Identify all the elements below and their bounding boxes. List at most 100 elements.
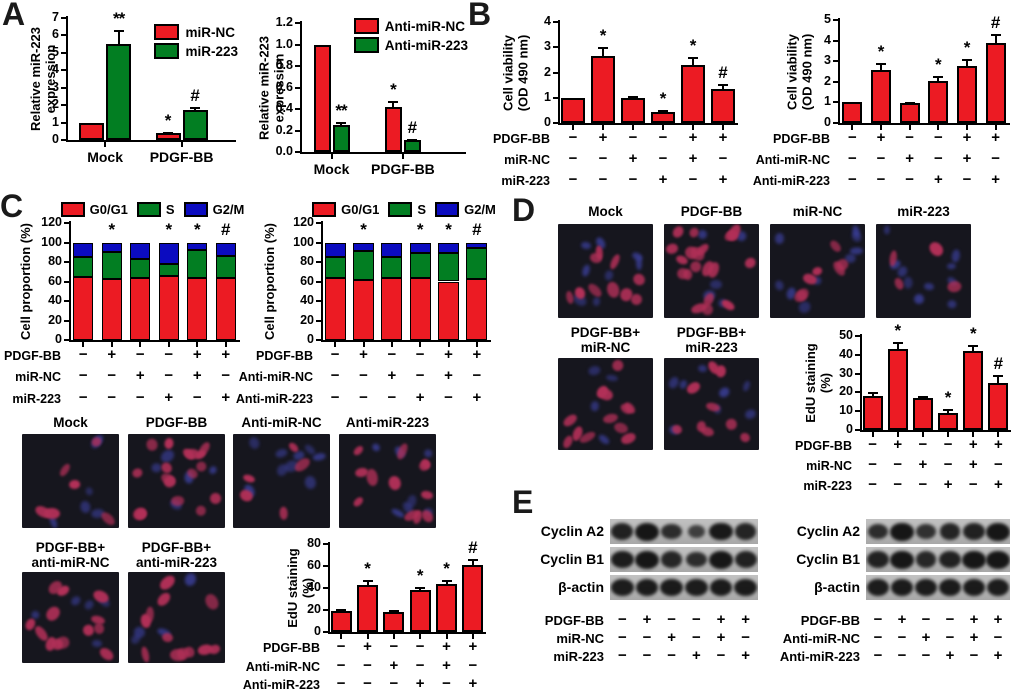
y-tick-label: 40 bbox=[48, 293, 62, 307]
red-nucleus bbox=[683, 268, 693, 281]
matrix-sign: + bbox=[642, 611, 652, 628]
legend-item: S bbox=[136, 202, 175, 217]
matrix-sign: + bbox=[472, 388, 482, 406]
matrix-sign: − bbox=[415, 638, 425, 655]
significance-annotation: * bbox=[416, 219, 424, 239]
matrix-sign: − bbox=[876, 171, 886, 188]
matrix-sign: − bbox=[444, 388, 453, 406]
y-tick bbox=[61, 86, 66, 89]
y-axis bbox=[838, 18, 840, 125]
matrix-sign: − bbox=[78, 346, 88, 363]
matrix-sign: − bbox=[943, 456, 953, 473]
blot-band bbox=[938, 578, 962, 597]
y-tick-label: 80 bbox=[300, 254, 314, 268]
significance-annotation: * bbox=[193, 219, 201, 239]
y-tick bbox=[295, 151, 300, 153]
blue-nucleus bbox=[883, 225, 890, 236]
legend-item: G0/G1 bbox=[60, 202, 128, 217]
legend-item: miR-223 bbox=[154, 43, 238, 59]
y-tick bbox=[833, 39, 838, 42]
y-axis bbox=[328, 542, 330, 634]
matrix-sign: − bbox=[921, 611, 931, 628]
matrix-sign: + bbox=[468, 638, 478, 655]
bar bbox=[106, 44, 132, 140]
blot-strip bbox=[866, 575, 1010, 600]
matrix-sign: − bbox=[78, 388, 88, 406]
matrix-sign: − bbox=[868, 476, 877, 493]
error-bar-cap bbox=[658, 110, 668, 113]
matrix-sign: − bbox=[893, 476, 903, 493]
matrix-sign: − bbox=[873, 629, 883, 646]
y-tick-label: 0.6 bbox=[275, 79, 293, 94]
blot-protein-label: Cyclin B1 bbox=[796, 550, 860, 567]
x-category-label: PDGF-BB bbox=[149, 149, 214, 165]
matrix-sign: − bbox=[389, 638, 399, 655]
y-axis-title: Cell viability (OD 490 nm) bbox=[784, 0, 814, 151]
matrix-sign: + bbox=[741, 647, 751, 664]
x-tick bbox=[475, 342, 478, 347]
red-nucleus bbox=[620, 431, 638, 447]
blot-band bbox=[734, 578, 758, 597]
y-tick-label: 1 bbox=[824, 94, 831, 109]
error-bar bbox=[722, 83, 724, 91]
x-tick bbox=[972, 432, 975, 437]
y-tick bbox=[323, 587, 328, 589]
blot-band bbox=[709, 522, 733, 541]
matrix-sign: − bbox=[387, 388, 397, 406]
y-tick-label: 60 bbox=[48, 273, 62, 288]
matrix-sign: − bbox=[667, 647, 677, 664]
y-tick-label: 0 bbox=[314, 624, 321, 638]
red-nucleus bbox=[68, 479, 81, 490]
legend: miR-NC miR-223 bbox=[154, 24, 238, 62]
error-bar-cap bbox=[415, 586, 426, 589]
x-tick bbox=[445, 634, 448, 639]
blot-band bbox=[914, 578, 938, 597]
y-tick-label: 3 bbox=[52, 79, 59, 94]
legend-item: G0/G1 bbox=[312, 202, 379, 217]
y-tick bbox=[316, 319, 321, 322]
matrix-row-label: Anti-miR-223 bbox=[779, 649, 860, 664]
fluorescence-image bbox=[22, 572, 119, 663]
matrix-row-label: miR-NC bbox=[504, 153, 550, 167]
stack-segment bbox=[381, 242, 403, 258]
matrix-sign: + bbox=[688, 150, 698, 167]
red-nucleus bbox=[387, 474, 403, 492]
bar bbox=[871, 70, 891, 123]
x-tick bbox=[139, 342, 142, 347]
blue-nucleus bbox=[591, 296, 601, 307]
error-bar bbox=[602, 47, 604, 59]
blot-band bbox=[709, 578, 733, 597]
micro-image-label-line: anti-miR-223 bbox=[135, 555, 218, 570]
y-tick bbox=[855, 372, 860, 375]
x-tick bbox=[602, 125, 604, 130]
y-tick bbox=[295, 65, 300, 67]
blot-band bbox=[611, 550, 634, 569]
matrix-sign: + bbox=[442, 656, 451, 674]
stack-segment bbox=[215, 277, 236, 340]
x-tick bbox=[662, 125, 664, 130]
western-blot-right: Cyclin A2 Cyclin B1 β-actin PDGF-BB − + − − + + An… bbox=[776, 505, 1014, 665]
matrix-sign: − bbox=[897, 629, 907, 646]
matrix-row-label: Anti-miR-NC bbox=[245, 659, 320, 674]
legend-label: Anti-miR-NC bbox=[384, 18, 465, 34]
stack-segment bbox=[73, 276, 94, 340]
blot-band bbox=[963, 523, 985, 540]
blot-protein-label: Cyclin B1 bbox=[540, 550, 604, 567]
y-tick-label: 7 bbox=[52, 10, 59, 24]
y-axis-title: Relative miR-223 expression bbox=[256, 0, 286, 180]
fluorescence-image bbox=[128, 434, 225, 528]
chart-antimir223-expression: 0.0 0.2 0.4 0.6 0.8 1.0 1.2 Relative miR-223 exp… bbox=[250, 6, 472, 186]
red-nucleus bbox=[420, 489, 434, 501]
y-tick-label: 3 bbox=[824, 53, 831, 68]
S-legend-swatch bbox=[136, 202, 161, 217]
blue-nucleus bbox=[603, 269, 615, 281]
fluorescence-image bbox=[558, 224, 653, 318]
significance-annotation: ** bbox=[112, 9, 125, 29]
blot-band bbox=[890, 550, 914, 569]
y-tick-label: 120 bbox=[41, 215, 62, 229]
matrix-sign: + bbox=[962, 129, 972, 146]
x-tick bbox=[419, 342, 422, 347]
blot-band bbox=[611, 523, 634, 540]
stack-segment bbox=[324, 242, 346, 258]
matrix-row-label: Anti-miR-NC bbox=[782, 631, 860, 646]
